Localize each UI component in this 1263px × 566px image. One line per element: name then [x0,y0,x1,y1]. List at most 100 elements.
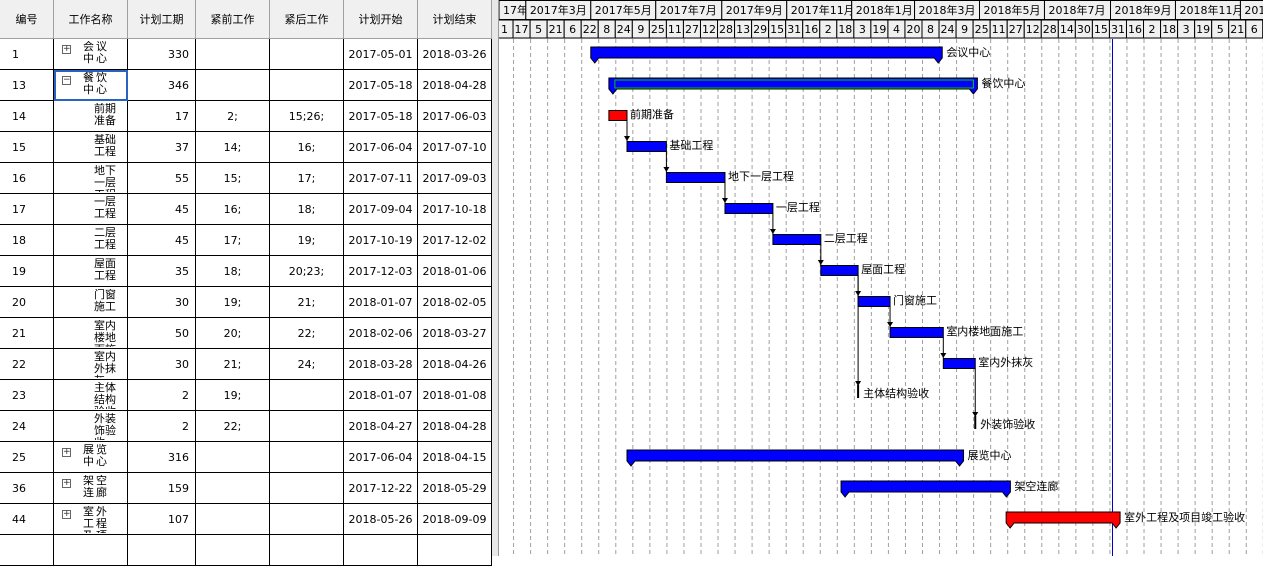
task-bar[interactable] [609,111,627,121]
col-succ-cell[interactable]: 19; [270,225,344,256]
col-id-cell[interactable]: 21 [0,318,54,349]
col-succ-cell[interactable] [270,442,344,473]
summary-bar[interactable] [591,47,942,63]
col-pred-cell[interactable]: 2; [196,101,270,132]
col-id-cell[interactable]: 22 [0,349,54,380]
task-bar[interactable] [858,297,890,307]
col-end-cell[interactable]: 2017-06-03 [418,101,492,132]
col-duration-cell[interactable]: 316 [128,442,196,473]
task-bar[interactable] [943,359,975,369]
col-name-cell[interactable]: 一层工程 [54,194,128,225]
col-end-cell[interactable]: 2018-09-09 [418,504,492,535]
col-id-cell[interactable]: 1 [0,39,54,70]
col-end-cell[interactable]: 2018-04-28 [418,70,492,101]
column-header-end[interactable]: 计划结束 [418,0,492,39]
col-start-cell[interactable]: 2017-06-04 [344,132,418,163]
col-start-cell[interactable]: 2017-12-22 [344,473,418,504]
col-pred-cell[interactable] [196,39,270,70]
col-name-cell[interactable]: 室内外抹灰 [54,349,128,380]
summary-bar[interactable] [627,450,964,466]
expand-icon[interactable]: + [62,448,71,457]
empty-cell[interactable] [0,535,54,566]
col-succ-cell[interactable]: 18; [270,194,344,225]
col-name-cell[interactable]: 地下一层工程 [54,163,128,194]
col-end-cell[interactable]: 2018-04-15 [418,442,492,473]
col-end-cell[interactable]: 2017-12-02 [418,225,492,256]
col-duration-cell[interactable]: 35 [128,256,196,287]
col-duration-cell[interactable]: 159 [128,473,196,504]
col-start-cell[interactable]: 2018-01-07 [344,287,418,318]
col-duration-cell[interactable]: 30 [128,287,196,318]
col-pred-cell[interactable]: 17; [196,225,270,256]
col-succ-cell[interactable] [270,39,344,70]
empty-row[interactable] [0,535,492,566]
col-name-cell[interactable]: 外装饰验收 [54,411,128,442]
col-end-cell[interactable]: 2018-03-26 [418,39,492,70]
expand-icon[interactable]: + [62,479,71,488]
empty-cell[interactable] [418,535,492,566]
task-bar[interactable] [666,173,725,183]
task-bar[interactable] [890,328,943,338]
col-id-cell[interactable]: 20 [0,287,54,318]
col-name-cell[interactable]: +会议中心 [54,39,128,70]
col-id-cell[interactable]: 17 [0,194,54,225]
col-succ-cell[interactable]: 16; [270,132,344,163]
col-succ-cell[interactable] [270,504,344,535]
col-id-cell[interactable]: 44 [0,504,54,535]
col-succ-cell[interactable]: 24; [270,349,344,380]
col-id-cell[interactable]: 36 [0,473,54,504]
milestone-marker[interactable] [857,385,859,398]
col-start-cell[interactable]: 2018-05-26 [344,504,418,535]
col-id-cell[interactable]: 23 [0,380,54,411]
col-start-cell[interactable]: 2017-05-18 [344,101,418,132]
col-succ-cell[interactable]: 21; [270,287,344,318]
splitter-bar[interactable] [492,0,499,556]
task-bar[interactable] [627,142,666,152]
col-succ-cell[interactable]: 22; [270,318,344,349]
col-end-cell[interactable]: 2018-01-06 [418,256,492,287]
col-duration-cell[interactable]: 107 [128,504,196,535]
col-name-cell[interactable]: 基础工程 [54,132,128,163]
col-duration-cell[interactable]: 30 [128,349,196,380]
col-duration-cell[interactable]: 50 [128,318,196,349]
col-end-cell[interactable]: 2018-02-05 [418,287,492,318]
col-start-cell[interactable]: 2017-05-18 [344,70,418,101]
col-succ-cell[interactable] [270,411,344,442]
col-start-cell[interactable]: 2017-07-11 [344,163,418,194]
expand-icon[interactable]: + [62,510,71,519]
col-duration-cell[interactable]: 45 [128,225,196,256]
col-succ-cell[interactable]: 15;26; [270,101,344,132]
col-pred-cell[interactable]: 16; [196,194,270,225]
col-id-cell[interactable]: 16 [0,163,54,194]
col-start-cell[interactable]: 2017-10-19 [344,225,418,256]
col-duration-cell[interactable]: 55 [128,163,196,194]
col-start-cell[interactable]: 2018-01-07 [344,380,418,411]
col-duration-cell[interactable]: 45 [128,194,196,225]
col-pred-cell[interactable]: 14; [196,132,270,163]
col-pred-cell[interactable]: 21; [196,349,270,380]
col-pred-cell[interactable] [196,473,270,504]
column-header-succ[interactable]: 紧后工作 [270,0,344,39]
col-duration-cell[interactable]: 330 [128,39,196,70]
empty-cell[interactable] [270,535,344,566]
col-name-cell[interactable]: +架空连廊 [54,473,128,504]
col-id-cell[interactable]: 13 [0,70,54,101]
col-duration-cell[interactable]: 346 [128,70,196,101]
column-header-name[interactable]: 工作名称 [54,0,128,39]
empty-cell[interactable] [196,535,270,566]
col-succ-cell[interactable]: 20;23; [270,256,344,287]
milestone-marker[interactable] [974,416,976,429]
task-bar[interactable] [821,266,858,276]
col-end-cell[interactable]: 2017-09-03 [418,163,492,194]
